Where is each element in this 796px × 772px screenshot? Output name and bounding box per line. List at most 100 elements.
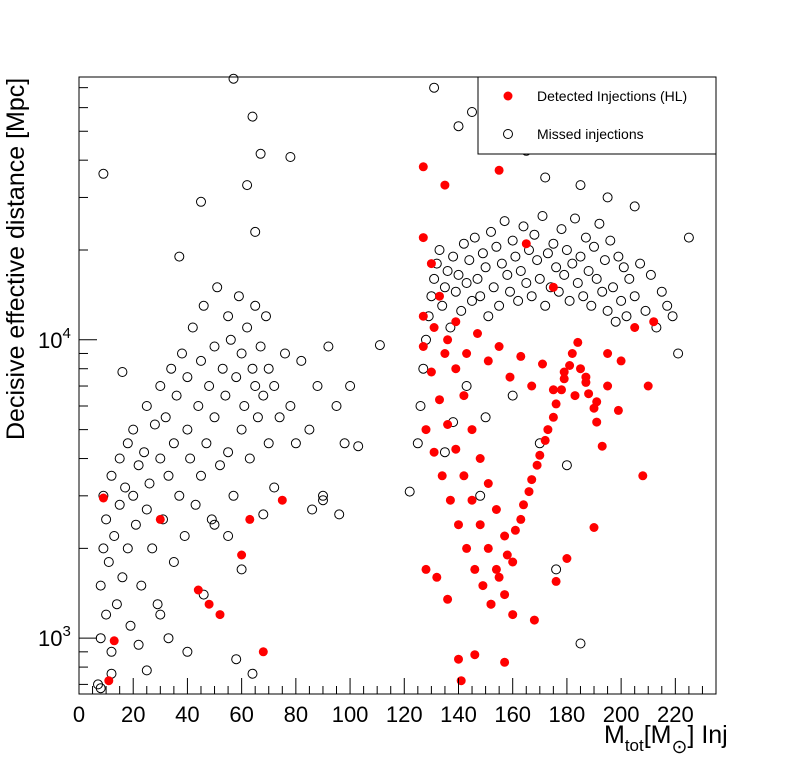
- missed-injection-point: [475, 291, 486, 302]
- missed-injection-point: [608, 282, 618, 293]
- missed-injection-point: [616, 295, 627, 306]
- missed-injection-point: [223, 447, 234, 458]
- missed-injection-point: [594, 218, 605, 229]
- detected-injection-point: [418, 311, 428, 321]
- missed-injection-point: [580, 232, 591, 243]
- missed-injection-point: [307, 504, 318, 515]
- detected-injection-point: [155, 514, 165, 524]
- missed-injection-point: [561, 460, 572, 471]
- detected-injection-point: [429, 323, 439, 332]
- detected-injection-point: [459, 471, 469, 481]
- missed-injection-point: [374, 340, 385, 351]
- missed-injection-point: [477, 248, 488, 259]
- y-tick-label: 104: [38, 325, 71, 353]
- detected-injection-point: [462, 543, 472, 553]
- missed-injection-point: [209, 412, 220, 423]
- missed-injection-point: [196, 196, 206, 207]
- detected-injection-point: [505, 372, 515, 382]
- detected-injection-point: [467, 425, 477, 435]
- missed-injection-point: [155, 609, 166, 620]
- detected-injection-point: [508, 557, 518, 567]
- missed-injection-point: [467, 107, 477, 117]
- detected-injection-point: [109, 636, 119, 646]
- missed-injection-point: [551, 262, 562, 273]
- missed-injection-point: [182, 372, 193, 383]
- detected-injection-point: [538, 359, 547, 369]
- missed-injection-point: [269, 381, 280, 391]
- missed-injection-point: [532, 255, 543, 266]
- detected-injection-point: [475, 454, 485, 463]
- missed-injection-point: [564, 295, 575, 306]
- missed-injection-point: [95, 633, 106, 644]
- missed-injection-point: [163, 633, 174, 644]
- detected-injection-point: [597, 441, 607, 451]
- detected-injection-point: [435, 395, 444, 405]
- missed-injection-point: [404, 486, 415, 497]
- x-axis-title-suffix: ] Inj: [687, 721, 727, 749]
- missed-injection-point: [353, 441, 364, 452]
- missed-injection-point: [280, 348, 290, 359]
- plot-frame: [78, 76, 717, 695]
- missed-injection-point: [242, 180, 253, 191]
- missed-injection-point: [236, 564, 247, 575]
- detected-injection-point: [502, 550, 512, 560]
- missed-injection-point: [223, 531, 234, 541]
- missed-injection-point: [304, 424, 315, 435]
- missed-injection-point: [429, 82, 440, 93]
- missed-injection-point: [242, 322, 253, 333]
- y-axis-ticks: [79, 87, 97, 685]
- missed-injection-point: [117, 572, 128, 583]
- missed-injection-point: [149, 419, 160, 430]
- detected-injection-point: [589, 523, 599, 532]
- missed-injection-point: [502, 269, 513, 280]
- missed-injection-point: [225, 334, 236, 345]
- detected-injection-point: [418, 233, 428, 243]
- missed-injection-point: [605, 235, 616, 246]
- y-axis-tick-labels: 103 104: [38, 325, 71, 651]
- missed-injection-point: [285, 152, 296, 162]
- missed-injection-point: [111, 599, 122, 610]
- missed-injection-point: [209, 519, 220, 530]
- missed-injection-point: [453, 121, 464, 132]
- detected-injection-point: [437, 471, 447, 481]
- missed-injection-point: [166, 363, 177, 374]
- missed-injection-point: [345, 381, 356, 391]
- missed-injection-point: [128, 490, 139, 501]
- missed-injection-point: [285, 401, 296, 411]
- detected-injection-point: [548, 385, 558, 395]
- x-tick-label: 140: [440, 702, 477, 727]
- missed-injection-point: [231, 654, 242, 665]
- missed-injection-point: [182, 424, 193, 435]
- detected-injection-point: [603, 381, 613, 391]
- detected-injection-point: [459, 391, 469, 401]
- missed-injection-point: [196, 355, 206, 366]
- missed-injection-point: [193, 401, 204, 411]
- detected-injection-point: [98, 493, 108, 503]
- missed-injection-point: [139, 447, 150, 458]
- missed-injection-point: [261, 311, 271, 322]
- missed-injection-point: [109, 531, 120, 541]
- missed-injection-point: [507, 235, 518, 246]
- missed-injection-point: [255, 341, 266, 352]
- x-axis-title-main: M: [604, 721, 625, 749]
- missed-injection-point: [540, 172, 551, 183]
- missed-injection-point: [95, 683, 106, 694]
- missed-injection-point: [429, 273, 440, 284]
- missed-injection-point: [469, 232, 480, 243]
- detected-injection-point: [643, 381, 653, 391]
- missed-injection-point: [182, 646, 193, 657]
- detected-injection-point: [613, 405, 623, 415]
- detected-injection-point: [551, 399, 561, 409]
- detected-injection-point: [451, 444, 461, 454]
- missed-injection-point: [486, 226, 496, 237]
- detected-injection-point: [516, 351, 526, 361]
- x-tick-label: 0: [73, 702, 85, 727]
- missed-injection-point: [155, 381, 166, 391]
- missed-injection-point: [263, 438, 274, 449]
- missed-injection-point: [196, 470, 206, 481]
- missed-injection-point: [312, 381, 323, 391]
- missed-injection-point: [187, 322, 198, 333]
- y-tick-label: 103: [38, 623, 71, 651]
- missed-injection-point: [334, 509, 345, 520]
- missed-injection-point: [589, 241, 599, 252]
